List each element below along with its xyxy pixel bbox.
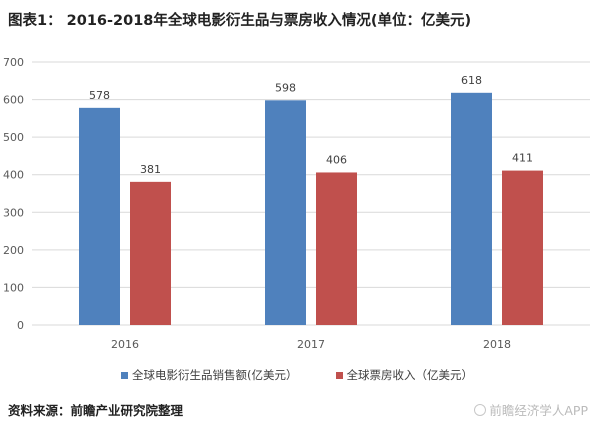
chart-title: 图表1： 2016-2018年全球电影衍生品与票房收入情况(单位：亿美元) xyxy=(8,13,472,29)
y-tick-label-400: 400 xyxy=(3,169,24,182)
watermark-logo-icon xyxy=(474,403,487,416)
data-label-2017-series-0: 598 xyxy=(275,81,296,94)
bar-2017-series-0 xyxy=(265,100,306,325)
data-label-2017-series-1: 406 xyxy=(326,153,347,166)
data-label-2016-series-0: 578 xyxy=(89,89,110,102)
data-label-2016-series-1: 381 xyxy=(140,163,161,176)
y-tick-label-300: 300 xyxy=(3,206,24,219)
watermark-text: 前瞻经济学人APP xyxy=(489,403,588,418)
y-tick-label-200: 200 xyxy=(3,244,24,257)
legend-label-merch: 全球电影衍生品销售额(亿美元） xyxy=(132,368,298,382)
bar-2017-series-1 xyxy=(316,172,357,325)
y-tick-label-0: 0 xyxy=(17,319,24,332)
x-tick-label-2017: 2017 xyxy=(297,338,325,351)
legend-item-merch: 全球电影衍生品销售额(亿美元） xyxy=(121,367,298,383)
bar-2016-series-1 xyxy=(130,181,171,325)
legend: 全球电影衍生品销售额(亿美元） 全球票房收入（亿美元） xyxy=(0,367,594,383)
legend-swatch-boxoffice xyxy=(335,371,343,379)
x-tick-label-2018: 2018 xyxy=(483,338,511,351)
legend-label-boxoffice: 全球票房收入（亿美元） xyxy=(346,368,474,382)
bar-2016-series-0 xyxy=(79,107,120,325)
data-label-2018-series-1: 411 xyxy=(512,152,533,165)
watermark: 前瞻经济学人APP xyxy=(474,400,588,419)
bar-2018-series-0 xyxy=(451,92,492,326)
legend-swatch-merch xyxy=(121,371,128,379)
source-note: 资料来源：前瞻产业研究院整理 xyxy=(8,403,184,418)
data-label-2018-series-0: 618 xyxy=(461,74,482,87)
x-tick-label-2016: 2016 xyxy=(111,338,139,351)
y-tick-label-700: 700 xyxy=(3,56,24,69)
y-tick-label-600: 600 xyxy=(3,94,24,107)
y-tick-label-500: 500 xyxy=(3,131,24,144)
y-tick-label-100: 100 xyxy=(3,281,24,294)
bar-2018-series-1 xyxy=(502,170,543,325)
legend-item-boxoffice: 全球票房收入（亿美元） xyxy=(335,367,474,383)
